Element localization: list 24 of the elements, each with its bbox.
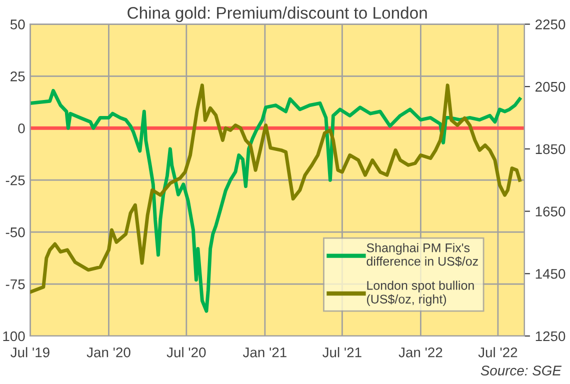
y-tick-label: 100 — [3, 331, 25, 342]
x-tick-label: Jan '21 — [242, 347, 286, 358]
x-tick-label: Jan '20 — [86, 347, 130, 358]
legend-label: Shanghai PM Fix's difference in US$/oz — [366, 243, 478, 266]
chart-title: China gold: Premium/discount to London — [128, 6, 427, 22]
x-tick-label: Jan '22 — [398, 347, 442, 358]
x-tick-label: Jul '22 — [478, 347, 518, 358]
y2-tick-label: 2050 — [536, 82, 566, 92]
x-tick-label: Jul '19 — [10, 347, 50, 358]
y-tick-label: 25 — [10, 71, 25, 82]
y2-tick-label: 1450 — [536, 268, 566, 279]
y-tick-label: 50 — [10, 20, 25, 30]
y-tick-label: -50 — [6, 227, 25, 238]
x-tick-label: Jul '20 — [166, 347, 206, 358]
x-tick-label: Jul '21 — [322, 347, 362, 358]
y-tick-label: 0 — [18, 123, 25, 134]
source-note: Source: SGE — [480, 366, 562, 376]
y2-tick-label: 2250 — [536, 20, 566, 30]
legend-label: London spot bullion (US$/oz, right) — [366, 280, 474, 306]
y-tick-label: -25 — [6, 175, 25, 186]
y2-tick-label: 1250 — [536, 331, 566, 342]
y2-tick-label: 1850 — [536, 144, 566, 154]
y2-tick-label: 1650 — [536, 206, 566, 216]
y-tick-label: -75 — [6, 280, 25, 290]
